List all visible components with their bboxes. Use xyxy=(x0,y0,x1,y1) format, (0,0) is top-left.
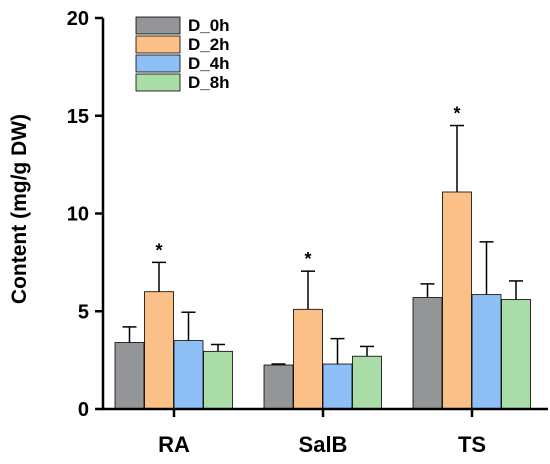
legend-swatch-d_2h xyxy=(135,35,181,54)
significance-marker: * xyxy=(453,104,460,124)
legend-label: D_0h xyxy=(188,16,230,35)
y-tick-label: 5 xyxy=(78,301,89,323)
y-tick-label: 20 xyxy=(67,8,89,30)
legend-swatch-d_4h xyxy=(135,54,181,73)
bar-salb-d_8h xyxy=(352,355,382,410)
y-axis-title: Content (mg/g DW) xyxy=(8,114,31,304)
bar-ts-d_8h xyxy=(501,299,531,410)
legend: D_0hD_2hD_4hD_8h xyxy=(135,16,230,92)
bar-ts-d_0h xyxy=(412,297,443,410)
y-tick-label: 15 xyxy=(67,106,89,128)
legend-label: D_8h xyxy=(188,73,230,92)
bar-ra-d_4h xyxy=(173,340,204,410)
bar-ra-d_2h xyxy=(144,291,174,410)
error-bars-layer xyxy=(122,124,523,366)
bar-salb-d_4h xyxy=(322,363,353,410)
legend-label: D_2h xyxy=(188,35,230,54)
significance-marker: * xyxy=(304,249,311,269)
x-tick-label: TS xyxy=(458,432,486,457)
bar-ra-d_0h xyxy=(114,342,145,410)
legend-swatch-d_8h xyxy=(135,73,181,92)
y-tick-label: 10 xyxy=(67,204,89,226)
bar-ts-d_4h xyxy=(471,294,502,410)
x-tick-label: SalB xyxy=(299,432,348,457)
significance-layer: * * * xyxy=(155,104,460,270)
bars-layer xyxy=(114,191,531,410)
x-tick-label: RA xyxy=(158,432,190,457)
bar-ra-d_8h xyxy=(203,350,233,410)
bar-salb-d_2h xyxy=(293,308,323,410)
significance-marker: * xyxy=(155,240,162,260)
y-tick-label: 0 xyxy=(78,399,89,421)
legend-swatch-d_0h xyxy=(135,16,181,35)
legend-label: D_4h xyxy=(188,54,230,73)
axes: 0 5 10 15 20 RA SalB TS xyxy=(67,8,548,457)
bar-salb-d_0h xyxy=(263,364,294,410)
bar-ts-d_2h xyxy=(442,191,472,410)
